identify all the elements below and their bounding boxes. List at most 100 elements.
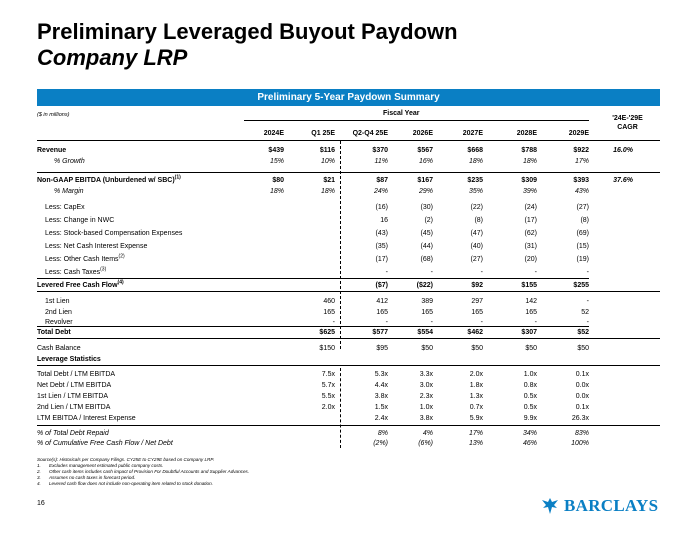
table-cell: (27) bbox=[470, 256, 483, 263]
table-cell: 17% bbox=[574, 158, 589, 165]
table-row: Less: Stock-based Compensation Expenses (… bbox=[37, 228, 660, 239]
table-cell: $50 bbox=[525, 345, 537, 352]
table-row: Revolver - - - - - - bbox=[37, 317, 660, 328]
table-cell: 52 bbox=[581, 309, 589, 316]
table-row: Less: Change in NWC 16 (2) (8) (17) (8) bbox=[37, 215, 660, 226]
table-cell: (62) bbox=[524, 230, 537, 237]
footnote: 3. Assumes no cash taxes in forecast peri… bbox=[37, 475, 136, 480]
table-cell: $87 bbox=[376, 177, 388, 184]
table-cell: 389 bbox=[421, 298, 433, 305]
table-cell: 4.4x bbox=[374, 382, 388, 389]
table-cell: - bbox=[332, 319, 335, 326]
footnote: 1. Excludes management estimated public c… bbox=[37, 463, 164, 468]
table-row: Revenue $439 $116 $370 $567 $668 $788 $922 16.0% bbox=[37, 145, 660, 156]
footnotes: Source(s): Historicals per Company Filin… bbox=[37, 457, 249, 487]
table-cell: 3.8x bbox=[419, 415, 433, 422]
table-cell: - bbox=[534, 319, 537, 326]
page-number: 16 bbox=[37, 500, 45, 507]
row-label: Total Debt bbox=[37, 329, 71, 336]
table-cell: 8% bbox=[377, 430, 388, 437]
table-cell: 26.3x bbox=[571, 415, 589, 422]
table-row: % of Total Debt Repaid 8% 4% 17% 34% 83% bbox=[37, 428, 660, 439]
table-cell: - bbox=[586, 269, 589, 276]
barclays-logo: BARCLAYS bbox=[540, 496, 658, 516]
row-label: Net Debt / LTM EBITDA bbox=[37, 382, 112, 389]
section-banner: Preliminary 5-Year Paydown Summary bbox=[37, 89, 660, 106]
table-cell: 13% bbox=[468, 440, 483, 447]
table-cell: $50 bbox=[577, 345, 589, 352]
units-note: ($ in millions) bbox=[37, 112, 70, 118]
row-label: % of Cumulative Free Cash Flow / Net Deb… bbox=[37, 440, 173, 447]
row-label: Cash Balance bbox=[37, 345, 81, 352]
table-cell: 165 bbox=[525, 309, 537, 316]
col-header-q2q4-25e: Q2-Q4 25E bbox=[352, 130, 388, 137]
table-cell: 2.3x bbox=[419, 393, 433, 400]
table-cell: (6%) bbox=[418, 440, 433, 447]
col-header-q1-25e: Q1 25E bbox=[311, 130, 335, 137]
table-cell: - bbox=[586, 319, 589, 326]
table-cell: 165 bbox=[421, 309, 433, 316]
row-label: % Growth bbox=[54, 158, 85, 165]
table-cell: $150 bbox=[319, 345, 335, 352]
table-cell: - bbox=[480, 319, 483, 326]
table-cell: 0.7x bbox=[469, 404, 483, 411]
table-cell: 412 bbox=[376, 298, 388, 305]
table-cell: (31) bbox=[524, 243, 537, 250]
table-cell: 0.0x bbox=[575, 393, 589, 400]
cagr-header: '24E-'29E CAGR bbox=[612, 115, 643, 131]
table-cell: $50 bbox=[421, 345, 433, 352]
table-cell: 9.9x bbox=[523, 415, 537, 422]
table-cell: (47) bbox=[470, 230, 483, 237]
table-cell: 2.0x bbox=[321, 404, 335, 411]
table-cell: 1.8x bbox=[469, 382, 483, 389]
table-cell: (44) bbox=[420, 243, 433, 250]
table-cell: $309 bbox=[521, 177, 537, 184]
table-cell: 16 bbox=[380, 217, 388, 224]
table-cell: (17) bbox=[375, 256, 388, 263]
table-cell: $439 bbox=[268, 147, 284, 154]
table-row: Levered Free Cash Flow(4) ($7) ($22) $92 $15… bbox=[37, 280, 660, 291]
table-cell: - bbox=[430, 269, 433, 276]
row-label: Less: Stock-based Compensation Expenses bbox=[45, 230, 183, 237]
table-cell: (27) bbox=[576, 204, 589, 211]
table-row: % Margin 18% 18% 24% 29% 35% 39% 43% bbox=[37, 186, 660, 197]
table-cell: 0.1x bbox=[575, 371, 589, 378]
table-cell: 46% bbox=[522, 440, 537, 447]
table-row: Leverage Statistics bbox=[37, 354, 660, 365]
table-cell: 39% bbox=[522, 188, 537, 195]
table-row: Non-GAAP EBITDA (Unburdened w/ SBC)(1) $8… bbox=[37, 175, 660, 186]
table-cell: $235 bbox=[467, 177, 483, 184]
table-cell: 2.0x bbox=[469, 371, 483, 378]
table-cell: $625 bbox=[319, 329, 335, 336]
table-cell: 15% bbox=[269, 158, 284, 165]
table-cell: $116 bbox=[319, 147, 335, 154]
table-cell: 1.0x bbox=[523, 371, 537, 378]
table-cell: 4% bbox=[422, 430, 433, 437]
table-cell: $21 bbox=[323, 177, 335, 184]
table-cell: $554 bbox=[417, 329, 433, 336]
footnote: 4. Levered cash flow does not include non… bbox=[37, 481, 213, 486]
cagr-cell: 16.0% bbox=[613, 147, 633, 154]
table-cell: - bbox=[534, 269, 537, 276]
table-cell: (43) bbox=[375, 230, 388, 237]
table-cell: (8) bbox=[580, 217, 589, 224]
table-cell: $307 bbox=[521, 329, 537, 336]
column-divider bbox=[340, 141, 341, 349]
table-cell: 460 bbox=[323, 298, 335, 305]
table-cell: - bbox=[430, 319, 433, 326]
table-cell: $52 bbox=[577, 329, 589, 336]
table-cell: (30) bbox=[420, 204, 433, 211]
col-header-2026e: 2026E bbox=[412, 130, 433, 137]
table-cell: 18% bbox=[468, 158, 483, 165]
table-cell: 5.3x bbox=[374, 371, 388, 378]
table-cell: 5.5x bbox=[321, 393, 335, 400]
table-cell: (16) bbox=[375, 204, 388, 211]
table-row: Less: Net Cash Interest Expense (35) (44) (… bbox=[37, 241, 660, 252]
table-cell: 0.0x bbox=[575, 382, 589, 389]
row-label: Revenue bbox=[37, 147, 67, 154]
table-cell: 34% bbox=[522, 430, 537, 437]
table-cell: 165 bbox=[323, 309, 335, 316]
table-cell: 142 bbox=[525, 298, 537, 305]
row-label: 1st Lien / LTM EBITDA bbox=[37, 393, 109, 400]
table-cell: 16% bbox=[418, 158, 433, 165]
